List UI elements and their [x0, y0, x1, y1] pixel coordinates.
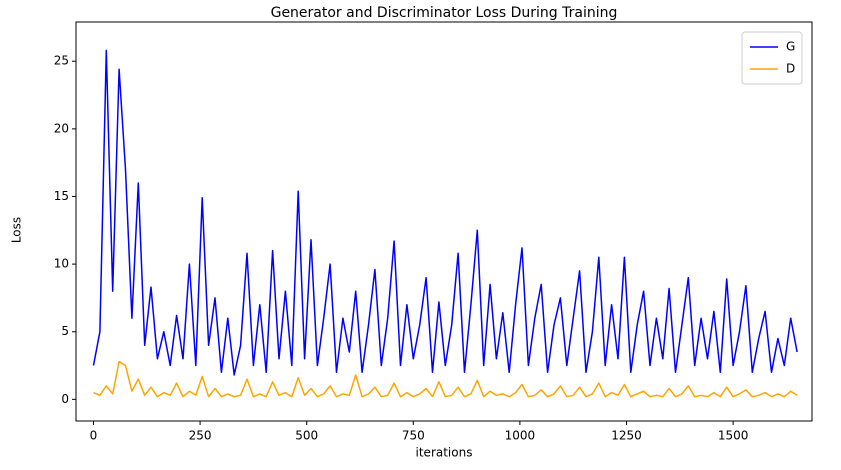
axes-frame [75, 21, 813, 422]
y-tick-label: 5 [61, 324, 69, 338]
x-tick-label: 0 [90, 429, 98, 443]
y-tick-label: 15 [54, 189, 69, 203]
x-tick-label: 1250 [611, 429, 642, 443]
x-tick-label: 1500 [718, 429, 749, 443]
legend-box [741, 31, 803, 85]
x-tick-label: 500 [295, 429, 318, 443]
series-line [93, 360, 798, 398]
series-line [92, 49, 798, 376]
legend-label: G [786, 40, 795, 54]
y-tick-label: 0 [61, 392, 69, 406]
x-axis-label: iterations [416, 446, 473, 460]
legend-label: D [786, 62, 795, 76]
x-tick-label: 1000 [505, 429, 536, 443]
y-tick-label: 20 [54, 121, 69, 135]
x-tick-label: 250 [189, 429, 212, 443]
chart-title: Generator and Discriminator Loss During … [271, 5, 618, 21]
x-tick-label: 750 [402, 429, 425, 443]
y-axis-label: Loss [10, 217, 24, 243]
y-tick-label: 10 [54, 257, 69, 271]
y-tick-label: 25 [54, 54, 69, 68]
